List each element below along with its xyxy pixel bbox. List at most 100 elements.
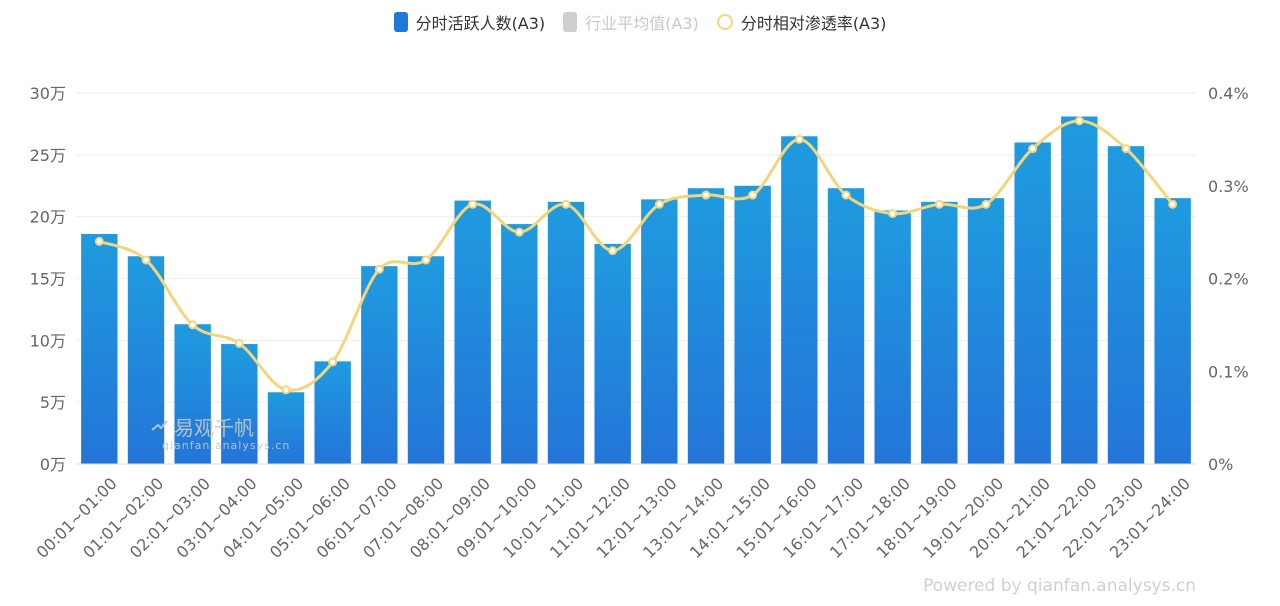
line-data-point[interactable] [1121,144,1131,154]
right-axis-tick-label: 0% [1208,455,1233,474]
line-series-circle-icon [716,14,733,30]
bar[interactable] [641,199,678,464]
line-data-point[interactable] [468,199,478,209]
legend-label-active-users: 分时活跃人数(A3) [415,14,546,33]
bar[interactable] [1061,116,1098,464]
bar[interactable] [594,243,631,464]
line-data-point[interactable] [141,255,151,265]
x-axis-tick-label: 17:01~18:00 [826,474,914,562]
x-axis-tick-label: 00:01~01:00 [33,474,121,562]
line-data-point[interactable] [654,199,664,209]
bar[interactable] [221,344,258,464]
bar[interactable] [967,198,1005,464]
legend-label-penetration-rate: 分时相对渗透率(A3) [740,14,887,33]
legend-item-penetration-rate[interactable]: 分时相对渗透率(A3) [716,10,887,34]
bar[interactable] [407,256,445,464]
bar[interactable] [547,201,585,464]
line-data-point[interactable] [608,246,618,256]
line-data-point[interactable] [748,190,758,200]
left-axis-tick-label: 30万 [30,84,66,103]
bar[interactable] [454,200,491,464]
legend-label-industry-average: 行业平均值(A3) [585,14,699,33]
left-axis-tick-label: 10万 [30,331,66,350]
right-axis-tick-label: 0.1% [1208,362,1249,381]
line-data-point[interactable] [421,255,431,265]
x-axis-tick-label: 21:01~22:00 [1013,474,1101,562]
bar[interactable] [1014,142,1051,464]
right-axis-tick-label: 0.3% [1208,177,1249,196]
x-axis-tick-label: 12:01~13:00 [593,474,681,562]
bar[interactable] [874,210,911,464]
x-axis-tick-label: 10:01~11:00 [499,474,587,562]
x-axis-tick-label: 19:01~20:00 [919,474,1007,562]
line-data-point[interactable] [328,357,338,367]
legend: 分时活跃人数(A3) 行业平均值(A3) 分时相对渗透率(A3) [0,10,1280,34]
bar[interactable] [127,256,165,464]
bar[interactable] [687,188,725,464]
x-axis-tick-label: 04:01~05:00 [219,474,307,562]
x-axis-tick-label: 22:01~23:00 [1059,474,1147,562]
x-axis-tick-label: 09:01~10:00 [453,474,541,562]
bar-series-swatch-icon [393,12,408,32]
line-data-point[interactable] [281,385,291,395]
line-data-point[interactable] [374,264,384,274]
legend-item-active-users[interactable]: 分时活跃人数(A3) [393,10,546,34]
x-axis-tick-label: 07:01~08:00 [359,474,447,562]
left-axis-tick-label: 15万 [30,270,66,289]
line-series [94,116,1178,395]
right-axis-tick-label: 0.2% [1208,270,1249,289]
bar[interactable] [361,266,398,464]
bar[interactable] [734,185,771,464]
bar[interactable] [1107,146,1145,464]
line-data-point[interactable] [701,190,711,200]
line-data-point[interactable] [561,199,571,209]
x-axis-tick-label: 06:01~07:00 [313,474,401,562]
x-axis-tick-label: 18:01~19:00 [873,474,961,562]
line-data-point[interactable] [841,190,851,200]
right-axis-tick-label: 0.4% [1208,84,1249,103]
x-axis-tick-label: 05:01~06:00 [266,474,354,562]
x-axis-tick-label: 15:01~16:00 [733,474,821,562]
x-axis-tick-label: 16:01~17:00 [779,474,867,562]
x-axis-tick-label: 03:01~04:00 [173,474,261,562]
bar[interactable] [827,188,865,464]
line-data-point[interactable] [934,199,944,209]
bar[interactable] [81,233,118,464]
line-data-point[interactable] [188,320,198,330]
x-axis-tick-label: 11:01~12:00 [546,474,634,562]
left-axis-tick-label: 20万 [30,208,66,227]
x-axis-tick-label: 13:01~14:00 [639,474,727,562]
left-axis-tick-label: 25万 [30,146,66,165]
inactive-series-swatch-icon [563,12,578,32]
line-data-point[interactable] [794,134,804,144]
line-data-point[interactable] [1028,144,1038,154]
left-axis-tick-label: 0万 [40,455,66,474]
penetration-rate-line [98,119,1174,392]
powered-by-text: Powered by qianfan.analysys.cn [923,576,1196,596]
x-axis-tick-label: 08:01~09:00 [406,474,494,562]
left-axis-tick-label: 5万 [40,393,66,412]
bar[interactable] [267,392,305,464]
bar[interactable] [921,201,958,464]
bar[interactable] [781,136,818,465]
line-data-point[interactable] [94,236,104,246]
line-data-point[interactable] [888,209,898,219]
x-axis-tick-label: 23:01~24:00 [1106,474,1194,562]
line-data-point[interactable] [514,227,524,237]
line-data-point[interactable] [1074,116,1084,126]
bar[interactable] [501,224,538,464]
x-axis-tick-label: 14:01~15:00 [686,474,774,562]
bar-series [81,116,1191,465]
line-data-point[interactable] [1168,199,1178,209]
legend-item-industry-average[interactable]: 行业平均值(A3) [563,10,699,34]
grid-lines [76,92,1196,403]
line-data-point[interactable] [234,338,244,348]
x-axis-tick-label: 20:01~21:00 [966,474,1054,562]
bar[interactable] [1154,198,1191,464]
bar[interactable] [174,324,211,464]
x-axis-tick-label: 02:01~03:00 [126,474,214,562]
line-data-point[interactable] [981,199,991,209]
bar[interactable] [314,361,351,464]
